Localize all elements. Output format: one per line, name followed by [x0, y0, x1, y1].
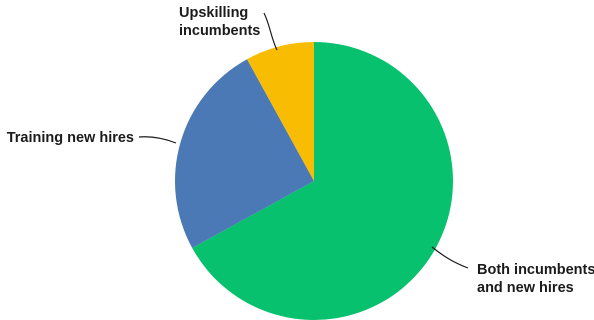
slice-label-line: incumbents [179, 23, 260, 39]
pie-slice-both-incumbents-and-new-hires [192, 42, 453, 320]
slice-label-upskilling: Upskilling incumbents [179, 5, 260, 39]
pie-slice-upskilling-incumbents [247, 42, 314, 181]
slice-label-both-incumbents: Both incumbents and new hires [477, 262, 594, 296]
slice-label-line: Upskilling [179, 5, 248, 21]
leader-line-upskilling [263, 12, 278, 51]
slice-label-line: Both incumbents [477, 262, 594, 278]
slice-label-line: and new hires [477, 280, 574, 296]
leader-line-training-new-hires [138, 136, 177, 144]
pie-slice-training-new-hires [174, 59, 314, 248]
pie-labels: Both incumbents and new hires Training n… [7, 5, 594, 296]
pie-slices [174, 42, 453, 320]
slice-label-training-new-hires: Training new hires [7, 130, 134, 146]
slice-label-line: Training new hires [7, 130, 134, 146]
leader-line-both-incumbents [431, 246, 469, 269]
